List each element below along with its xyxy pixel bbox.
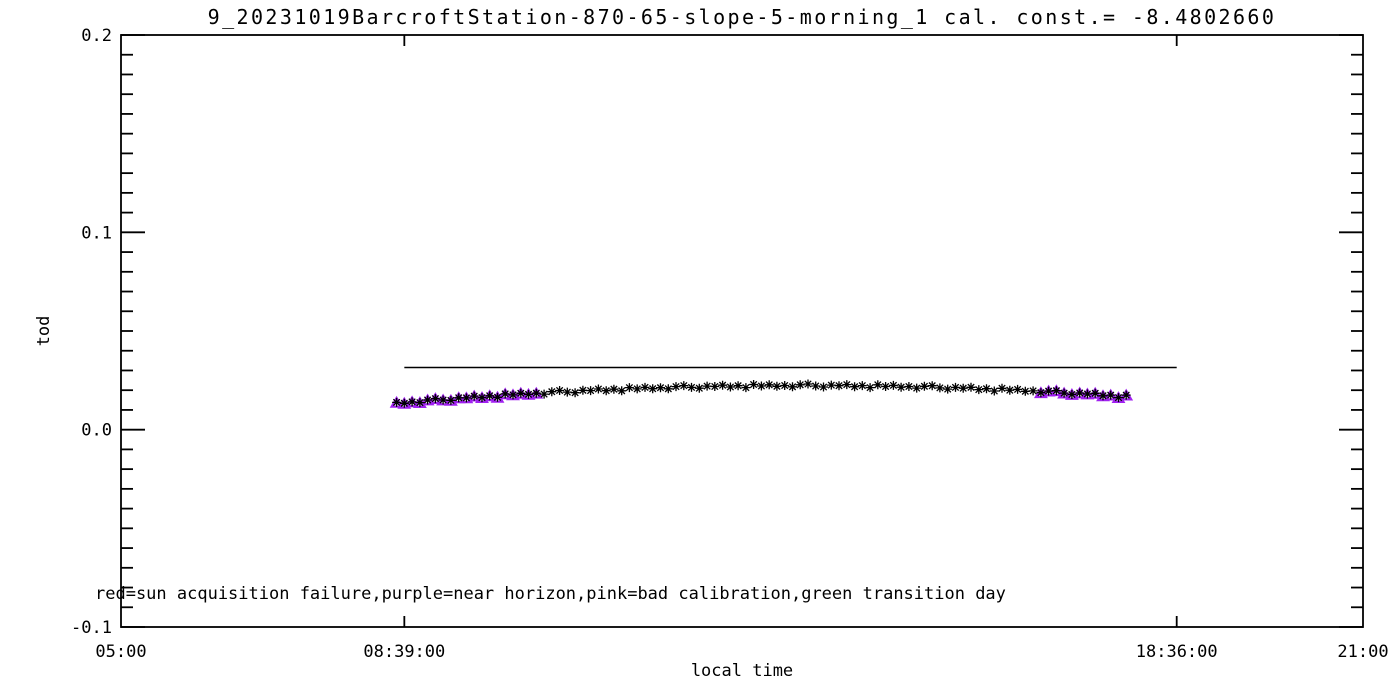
- data-points: [392, 379, 1131, 408]
- x-tick-label: 21:00: [1337, 642, 1388, 662]
- y-tick-label: 0.2: [81, 26, 112, 46]
- x-tick-label: 18:36:00: [1136, 642, 1218, 662]
- x-tick-label: 05:00: [95, 642, 146, 662]
- y-tick-label: -0.1: [71, 618, 112, 638]
- x-tick-label: 08:39:00: [363, 642, 445, 662]
- y-tick-label: 0.1: [81, 223, 112, 243]
- plot-frame: [120, 34, 1364, 628]
- color-legend-annotation: red=sun acquisition failure,purple=near …: [95, 584, 1006, 604]
- y-axis-label: tod: [34, 315, 54, 347]
- chart-title: 9_20231019BarcroftStation-870-65-slope-5…: [207, 5, 1277, 29]
- y-axis-tick-labels: -0.1 0.0 0.1 0.2: [71, 26, 112, 638]
- x-axis-label: local time: [690, 661, 794, 681]
- y-axis-ticks: [121, 34, 1363, 628]
- y-tick-label: 0.0: [81, 421, 112, 441]
- x-axis-ticks: 05:00 08:39:00 18:36:00 21:00: [95, 35, 1389, 662]
